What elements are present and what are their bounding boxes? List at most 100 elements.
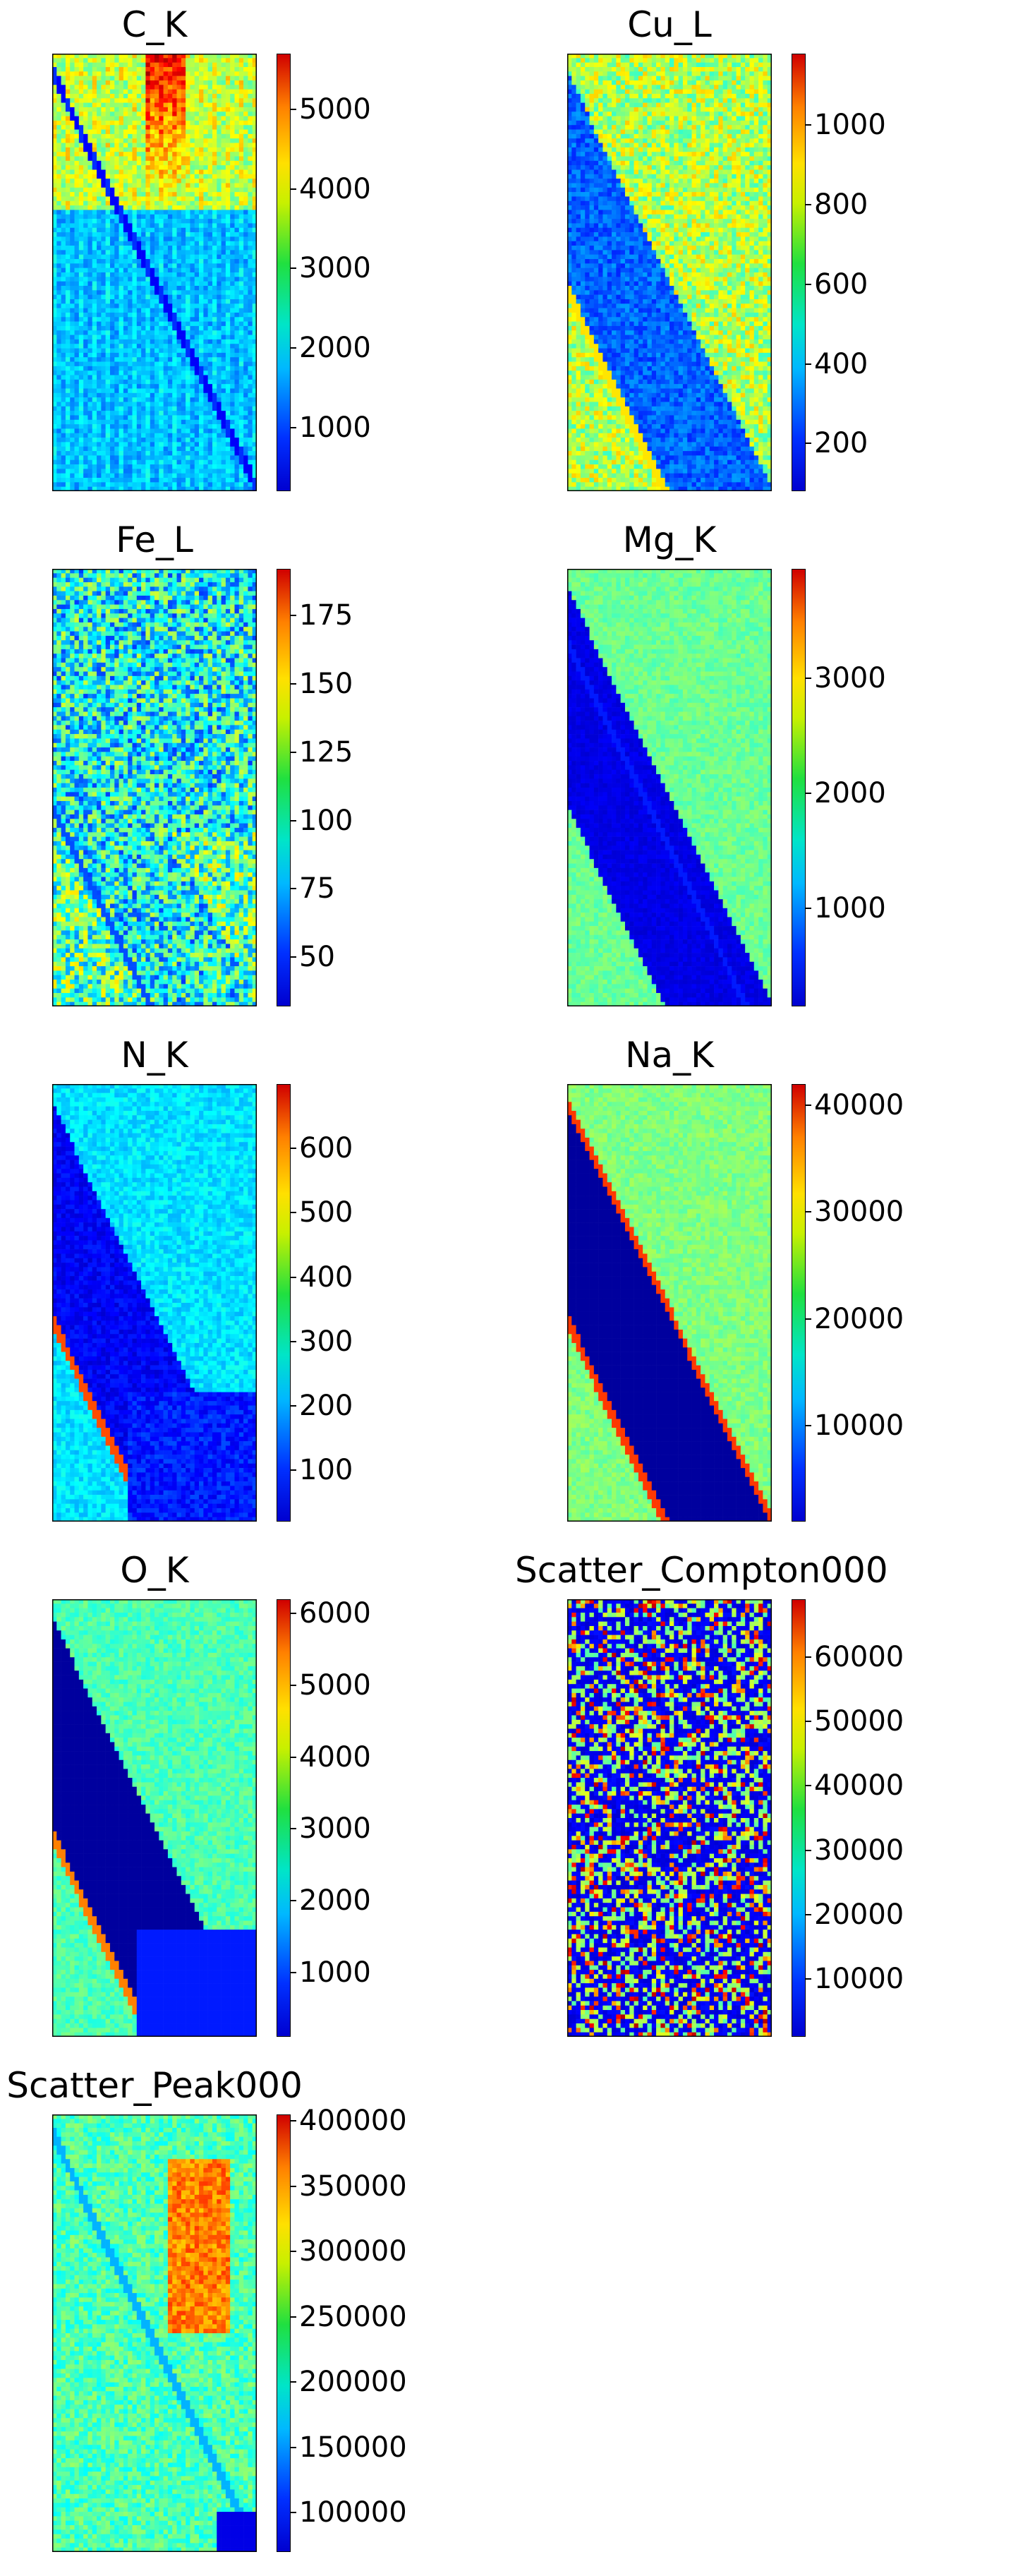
- heatmap-cell: [181, 236, 186, 242]
- heatmap-cell: [92, 54, 97, 59]
- heatmap-cell: [101, 330, 106, 335]
- heatmap-cell: [234, 281, 240, 287]
- heatmap-cell: [172, 371, 177, 375]
- heatmap-cell: [212, 303, 217, 308]
- heatmap-cell: [248, 183, 253, 188]
- heatmap-cell: [763, 66, 768, 72]
- heatmap-cell: [105, 379, 111, 385]
- heatmap-cell: [181, 138, 186, 143]
- heatmap-cell: [230, 259, 235, 264]
- heatmap-cell: [145, 294, 150, 300]
- heatmap-cell: [74, 482, 80, 487]
- heatmap-cell: [123, 120, 128, 126]
- heatmap-cell: [172, 272, 177, 277]
- heatmap-cell: [225, 325, 231, 331]
- heatmap-cell: [186, 348, 190, 354]
- heatmap-cell: [172, 392, 177, 398]
- heatmap-cell: [199, 76, 204, 81]
- heatmap-cell: [150, 200, 155, 206]
- heatmap-cell: [217, 66, 222, 72]
- heatmap-cell: [105, 254, 111, 260]
- heatmap-cell: [150, 330, 155, 335]
- heatmap-cell: [221, 406, 226, 411]
- heatmap-cell: [61, 402, 66, 407]
- heatmap-cell: [199, 223, 204, 229]
- heatmap-cell: [665, 89, 670, 95]
- heatmap-cell: [74, 371, 80, 375]
- heatmap-cell: [150, 464, 155, 469]
- heatmap-cell: [87, 80, 93, 85]
- heatmap-cell: [56, 446, 61, 452]
- heatmap-cell: [159, 438, 164, 443]
- heatmap-cell: [181, 478, 186, 483]
- heatmap-cell: [123, 469, 128, 474]
- heatmap-cell: [123, 263, 128, 268]
- heatmap-cell: [181, 179, 186, 183]
- heatmap-cell: [61, 236, 66, 242]
- heatmap-cell: [119, 464, 124, 469]
- heatmap-cell: [252, 147, 257, 152]
- heatmap-cell: [159, 71, 164, 76]
- heatmap-cell: [70, 125, 75, 130]
- heatmap-cell: [172, 133, 177, 139]
- heatmap-cell: [199, 232, 204, 237]
- heatmap-cell: [150, 66, 155, 72]
- heatmap-cell: [230, 308, 235, 313]
- heatmap-cell: [163, 223, 169, 229]
- heatmap-cell: [119, 424, 124, 429]
- heatmap-cell: [52, 205, 57, 210]
- heatmap-cell: [207, 133, 213, 139]
- heatmap-cell: [154, 428, 159, 434]
- heatmap-cell: [243, 129, 248, 135]
- heatmap-cell: [109, 473, 115, 479]
- heatmap-cell: [186, 459, 190, 465]
- heatmap-cell: [123, 428, 128, 434]
- heatmap-cell: [217, 361, 222, 367]
- heatmap-cell: [190, 335, 195, 340]
- heatmap-cell: [105, 174, 111, 179]
- heatmap-cell: [212, 348, 217, 354]
- heatmap-cell: [105, 361, 111, 367]
- heatmap-cell: [74, 254, 80, 260]
- heatmap-cell: [159, 473, 164, 479]
- heatmap-cell: [128, 321, 133, 327]
- heatmap-cell: [634, 62, 639, 68]
- heatmap-cell: [234, 455, 240, 461]
- heatmap-cell: [74, 219, 80, 224]
- heatmap-cell: [83, 250, 88, 255]
- heatmap-cell: [234, 227, 240, 233]
- heatmap-cell: [97, 236, 102, 242]
- heatmap-cell: [718, 58, 723, 63]
- heatmap-cell: [132, 406, 138, 411]
- heatmap-cell: [141, 205, 146, 210]
- heatmap-cell: [74, 478, 80, 483]
- heatmap-cell: [70, 214, 75, 219]
- heatmap-cell: [176, 339, 182, 344]
- heatmap-cell: [132, 312, 138, 318]
- heatmap-cell: [159, 156, 164, 162]
- heatmap-cell: [722, 71, 728, 76]
- heatmap-cell: [109, 267, 115, 273]
- heatmap-cell: [97, 312, 102, 318]
- heatmap-cell: [114, 402, 119, 407]
- heatmap-cell: [150, 438, 155, 443]
- heatmap-cell: [190, 76, 195, 81]
- heatmap-cell: [194, 303, 200, 308]
- heatmap-cell: [70, 165, 75, 170]
- heatmap-cell: [145, 152, 150, 157]
- heatmap-cell: [52, 308, 57, 313]
- heatmap-cell: [150, 290, 155, 295]
- heatmap-cell: [217, 312, 222, 318]
- heatmap-cell: [238, 236, 244, 242]
- heatmap-cell: [221, 120, 226, 126]
- heatmap-cell: [217, 317, 222, 322]
- heatmap-cell: [70, 200, 75, 206]
- heatmap-cell: [136, 308, 142, 313]
- heatmap-cell: [150, 192, 155, 197]
- heatmap-cell: [252, 339, 257, 344]
- heatmap-cell: [78, 371, 84, 375]
- heatmap-cell: [105, 294, 111, 300]
- heatmap-cell: [163, 285, 169, 291]
- heatmap-cell: [238, 406, 244, 411]
- heatmap-cell: [190, 281, 195, 287]
